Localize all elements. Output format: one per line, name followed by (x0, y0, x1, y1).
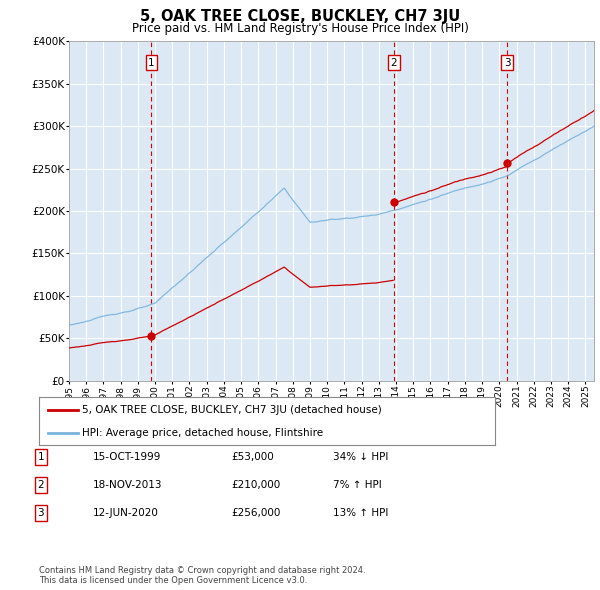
Text: 7% ↑ HPI: 7% ↑ HPI (333, 480, 382, 490)
Text: 15-OCT-1999: 15-OCT-1999 (93, 453, 161, 462)
Text: HPI: Average price, detached house, Flintshire: HPI: Average price, detached house, Flin… (82, 428, 323, 438)
Text: 18-NOV-2013: 18-NOV-2013 (93, 480, 163, 490)
Text: 2: 2 (37, 480, 44, 490)
Text: £256,000: £256,000 (231, 508, 280, 517)
Text: Price paid vs. HM Land Registry's House Price Index (HPI): Price paid vs. HM Land Registry's House … (131, 22, 469, 35)
Text: 2: 2 (391, 57, 397, 67)
Text: Contains HM Land Registry data © Crown copyright and database right 2024.
This d: Contains HM Land Registry data © Crown c… (39, 566, 365, 585)
Text: £53,000: £53,000 (231, 453, 274, 462)
Text: 3: 3 (37, 508, 44, 517)
Text: 5, OAK TREE CLOSE, BUCKLEY, CH7 3JU: 5, OAK TREE CLOSE, BUCKLEY, CH7 3JU (140, 9, 460, 24)
Text: 1: 1 (37, 453, 44, 462)
Text: 34% ↓ HPI: 34% ↓ HPI (333, 453, 388, 462)
Text: 13% ↑ HPI: 13% ↑ HPI (333, 508, 388, 517)
Text: 1: 1 (148, 57, 155, 67)
Text: 5, OAK TREE CLOSE, BUCKLEY, CH7 3JU (detached house): 5, OAK TREE CLOSE, BUCKLEY, CH7 3JU (det… (82, 405, 382, 415)
Text: £210,000: £210,000 (231, 480, 280, 490)
Text: 3: 3 (504, 57, 511, 67)
Text: 12-JUN-2020: 12-JUN-2020 (93, 508, 159, 517)
